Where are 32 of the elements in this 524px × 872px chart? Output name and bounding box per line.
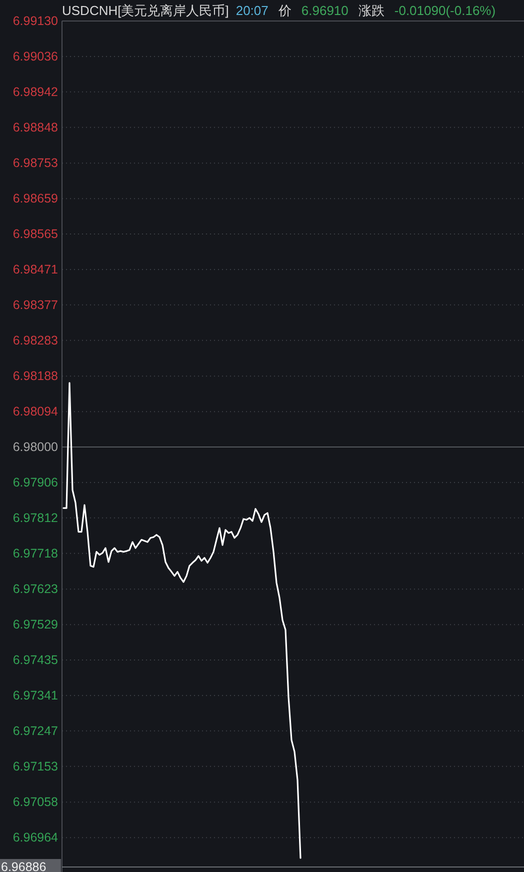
- y-tick-label: 6.97906: [12, 475, 58, 490]
- y-tick-label: 6.97718: [12, 546, 58, 560]
- text: 涨跌: [358, 3, 384, 18]
- y-tick-label: 6.97435: [12, 653, 58, 668]
- ref-line-label: 6.96886: [1, 860, 46, 872]
- y-tick-label: 6.97623: [12, 582, 58, 596]
- text: 6.96910: [301, 3, 348, 18]
- y-tick-label: 6.98000: [12, 440, 58, 454]
- y-tick-label: 6.98471: [12, 262, 58, 276]
- y-tick-label: 6.97529: [12, 618, 58, 632]
- line-series: [62, 382, 302, 859]
- y-tick-label: 6.98848: [12, 120, 58, 134]
- text: 价: [277, 3, 292, 18]
- y-tick-label: 6.99130: [12, 14, 58, 28]
- y-tick-label: 6.98753: [12, 156, 58, 170]
- y-tick-label: 6.97341: [12, 688, 58, 702]
- y-tick-label: 6.98565: [12, 227, 58, 242]
- y-tick-label: 6.97153: [12, 759, 58, 774]
- y-tick-label: 6.98094: [12, 404, 58, 419]
- y-tick-label: 6.97058: [12, 795, 58, 810]
- y-tick-label: 6.99036: [12, 49, 58, 64]
- y-tick-label: 6.97247: [12, 724, 58, 738]
- text: 20:07: [236, 3, 268, 18]
- y-tick-label: 6.98188: [12, 369, 58, 384]
- y-tick-label: 6.96964: [12, 830, 58, 845]
- y-tick-label: 6.98283: [12, 333, 58, 348]
- y-tick-label: 6.98377: [12, 298, 58, 312]
- y-tick-label: 6.98942: [12, 84, 58, 99]
- y-tick-label: 6.97812: [12, 510, 58, 525]
- chart-title: USDCNH[美元兑离岸人民币]: [62, 3, 229, 18]
- text: -0.01090(-0.16%): [394, 3, 496, 18]
- y-tick-label: 6.98659: [12, 192, 58, 206]
